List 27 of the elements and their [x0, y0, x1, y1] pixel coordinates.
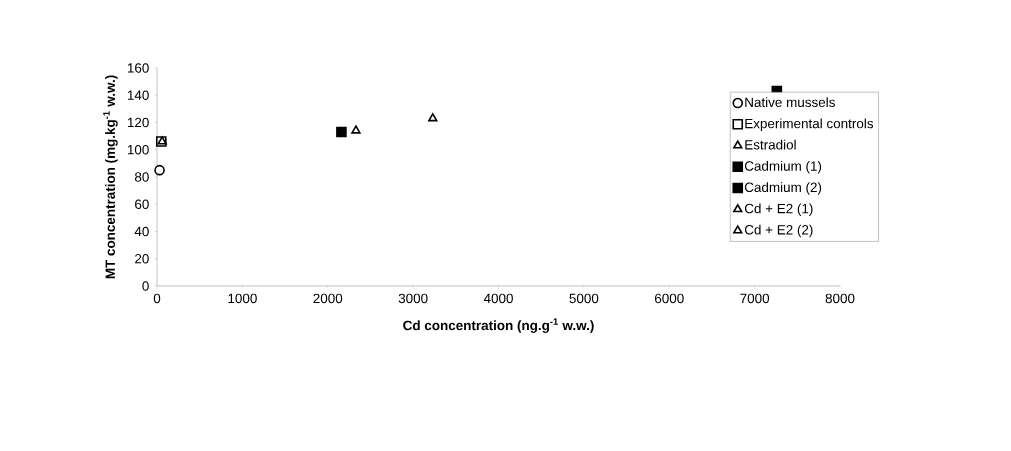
y-tick-label: 0 — [142, 281, 149, 291]
legend-label: Experimental controls — [745, 118, 874, 131]
y-tick-label: 160 — [127, 63, 149, 73]
x-tick-label: 4000 — [483, 293, 513, 304]
x-tick-label: 3000 — [398, 293, 428, 304]
x-tick-label: 2000 — [313, 293, 343, 304]
legend-label: Estradiol — [745, 139, 796, 150]
x-tick-label: 6000 — [654, 293, 684, 304]
y-tick-label: 80 — [134, 172, 149, 182]
legend-label: Cadmium (2) — [744, 182, 822, 195]
legend-label: Cadmium (1) — [744, 160, 822, 174]
legend-label: Cd + E2 (2) — [744, 224, 813, 238]
y-axis-title: MT concentration (mg.kg$^{-1}$ w.w.) — [103, 75, 118, 279]
y-tick-label: 100 — [127, 144, 149, 155]
x-tick-label: 7000 — [740, 293, 770, 304]
x-tick-label: 0 — [153, 293, 161, 304]
y-tick-label: 140 — [127, 90, 149, 100]
y-tick-label: 60 — [135, 199, 149, 209]
x-tick-label: 5000 — [569, 293, 599, 304]
y-tick-label: 40 — [134, 226, 149, 237]
y-tick-label: 20 — [135, 253, 149, 264]
x-tick-label: 1000 — [228, 293, 257, 304]
y-tick-label: 120 — [127, 117, 149, 128]
x-tick-label: 8000 — [825, 293, 855, 304]
legend-label: Cd + E2 (1) — [744, 203, 813, 216]
legend-label: Native mussels — [745, 97, 835, 108]
x-axis-title: Cd concentration (ng.g$^{-1}$ w.w.) — [403, 318, 594, 333]
